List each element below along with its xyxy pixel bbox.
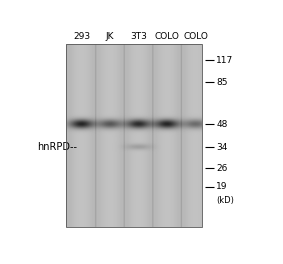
Text: 48: 48 xyxy=(216,120,228,129)
Bar xyxy=(66,44,202,227)
Text: 26: 26 xyxy=(216,164,228,173)
Text: 117: 117 xyxy=(216,56,233,65)
Text: (kD): (kD) xyxy=(216,196,234,205)
Text: COLO: COLO xyxy=(183,32,208,41)
Text: 293: 293 xyxy=(73,32,90,41)
Text: 3T3: 3T3 xyxy=(130,32,147,41)
Text: hnRPD--: hnRPD-- xyxy=(38,142,78,152)
Text: 19: 19 xyxy=(216,182,228,191)
Text: 34: 34 xyxy=(216,143,228,152)
Text: JK: JK xyxy=(106,32,114,41)
Text: COLO: COLO xyxy=(155,32,179,41)
Text: 85: 85 xyxy=(216,78,228,87)
